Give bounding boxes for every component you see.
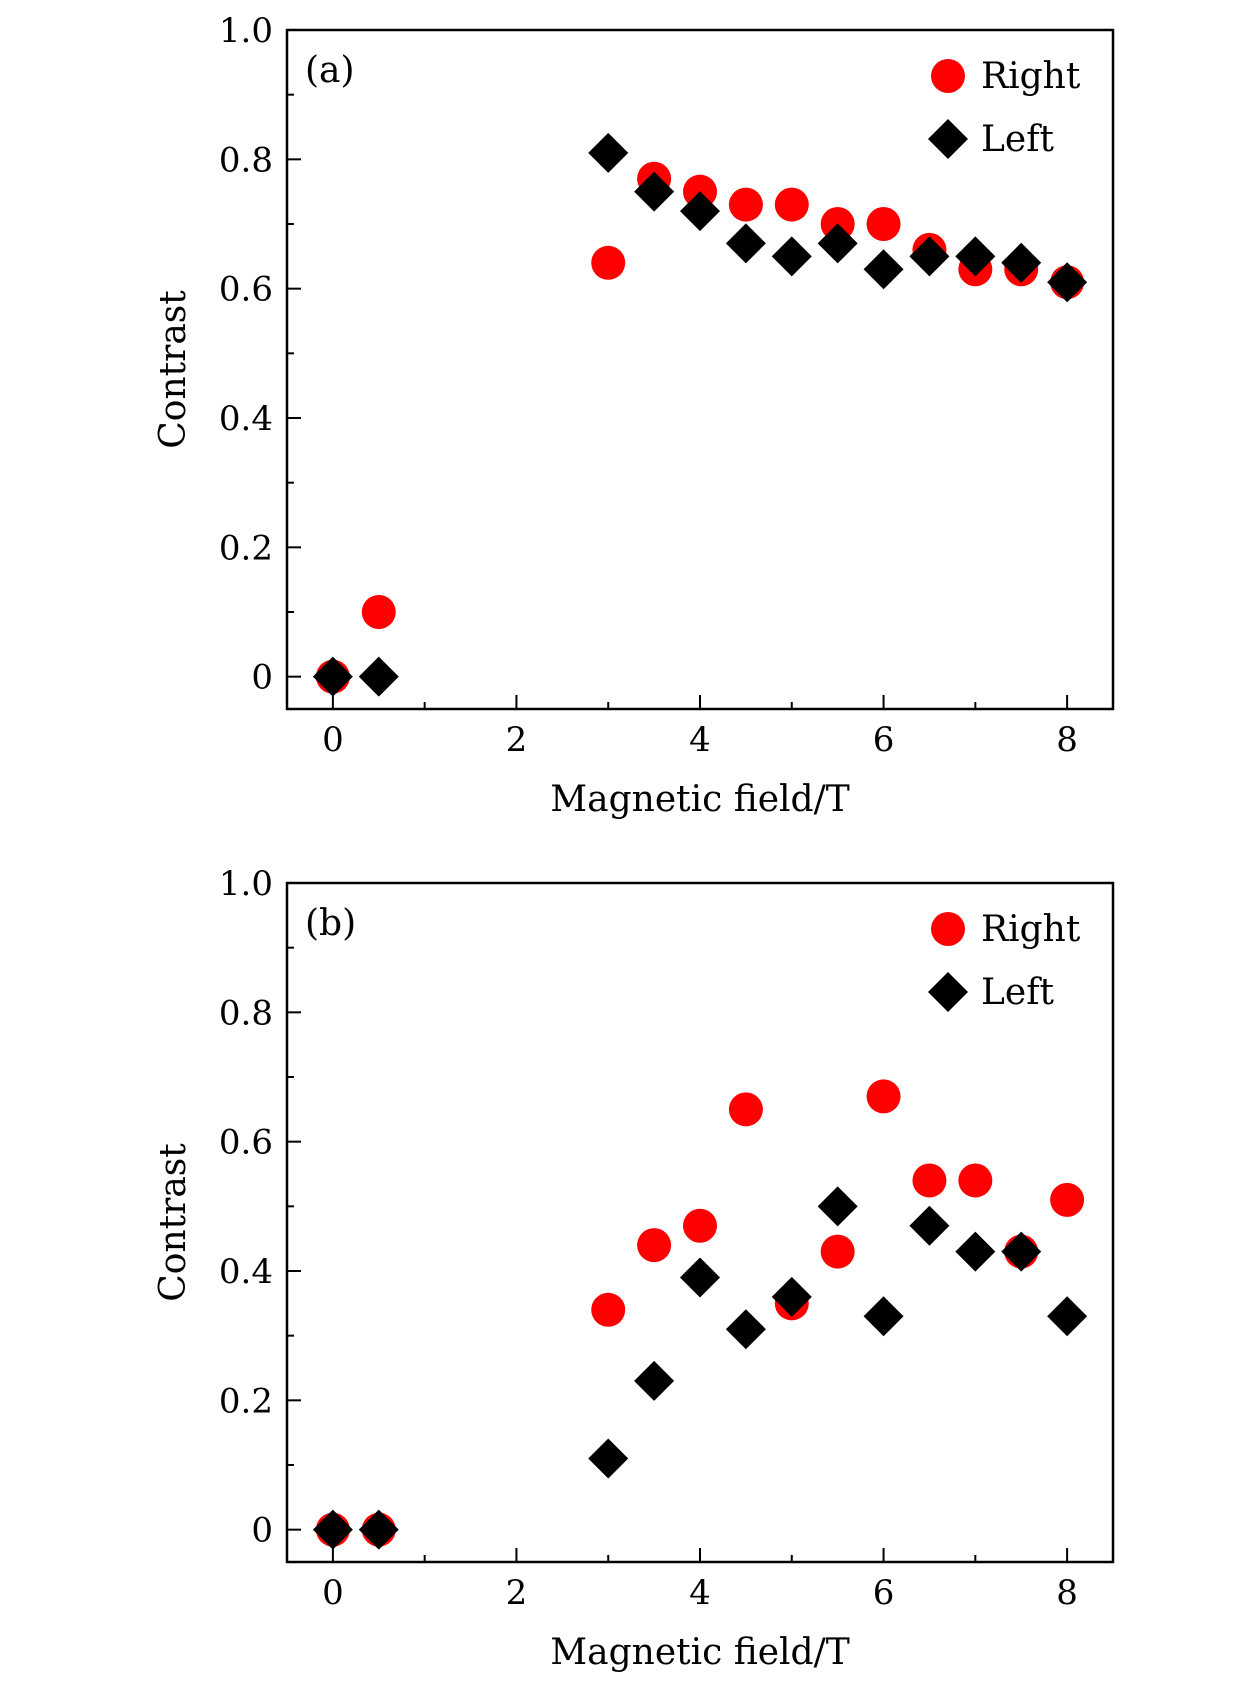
data-point-left bbox=[1001, 242, 1042, 283]
data-point-left bbox=[725, 1309, 766, 1350]
data-point-right bbox=[866, 207, 901, 241]
legend-marker-left bbox=[928, 972, 968, 1012]
data-point-left bbox=[312, 656, 353, 697]
data-point-left bbox=[955, 1231, 996, 1272]
data-point-left bbox=[955, 236, 996, 277]
y-tick-label: 0.8 bbox=[219, 993, 273, 1033]
data-point-left bbox=[1001, 1231, 1042, 1272]
x-tick-label: 2 bbox=[506, 1573, 528, 1613]
data-point-left bbox=[817, 223, 858, 264]
data-point-left bbox=[771, 236, 812, 277]
data-point-right bbox=[820, 1234, 855, 1269]
x-axis-label: Magnetic field/T bbox=[550, 779, 849, 820]
data-point-right bbox=[958, 1163, 993, 1198]
data-point-left bbox=[358, 1509, 399, 1550]
x-tick-label: 2 bbox=[506, 720, 528, 760]
y-tick-label: 0.8 bbox=[219, 140, 273, 180]
y-tick-label: 0 bbox=[251, 658, 273, 698]
legend-marker-right bbox=[931, 59, 965, 93]
panel-label: (a) bbox=[305, 50, 355, 91]
legend-marker-left bbox=[928, 119, 968, 159]
data-point-left bbox=[680, 1257, 720, 1298]
data-point-left bbox=[358, 656, 399, 697]
data-point-left bbox=[725, 223, 766, 264]
data-point-left bbox=[588, 1438, 629, 1479]
data-point-right bbox=[361, 595, 396, 629]
y-axis-label: Contrast bbox=[153, 1143, 194, 1302]
data-point-left bbox=[312, 1509, 353, 1550]
data-point-left bbox=[909, 236, 950, 277]
data-point-left bbox=[817, 1186, 858, 1227]
data-point-left bbox=[634, 1360, 675, 1401]
legend-label: Left bbox=[981, 972, 1055, 1013]
data-point-right bbox=[774, 187, 809, 222]
legend-label: Right bbox=[981, 909, 1081, 950]
data-point-right bbox=[912, 1163, 947, 1198]
data-point-right bbox=[591, 1292, 626, 1327]
panel-label: (b) bbox=[305, 903, 356, 944]
data-point-left bbox=[909, 1205, 950, 1246]
legend-marker-right bbox=[931, 912, 965, 946]
data-point-left bbox=[1047, 262, 1088, 303]
y-tick-label: 0.2 bbox=[219, 1381, 273, 1421]
legend-label: Left bbox=[981, 119, 1055, 160]
data-point-right bbox=[728, 187, 763, 222]
panel-b: 0 2 4 6 8 0 0.2 0.4 0.6 0.8 1.0 Magnetic field/T Con… bbox=[153, 864, 1115, 1673]
x-tick-label: 4 bbox=[689, 1573, 711, 1613]
y-axis-label: Contrast bbox=[153, 290, 194, 449]
data-point-left bbox=[863, 249, 904, 290]
x-tick-label: 6 bbox=[873, 720, 895, 760]
x-axis-label: Magnetic field/T bbox=[550, 1632, 849, 1673]
x-tick-label: 0 bbox=[322, 720, 344, 760]
data-point-right bbox=[591, 245, 626, 280]
y-tick-label: 1.0 bbox=[219, 864, 273, 904]
y-tick-label: 0.6 bbox=[219, 270, 273, 310]
data-point-right bbox=[866, 1079, 901, 1114]
y-tick-label: 0.4 bbox=[219, 1252, 273, 1292]
y-tick-label: 0.2 bbox=[219, 528, 273, 568]
x-tick-label: 8 bbox=[1056, 1573, 1078, 1613]
y-tick-label: 0 bbox=[251, 1511, 273, 1551]
panel-a: 0 2 4 6 8 0 0.2 0.4 0.6 0.8 1.0 Magnetic field/T Con… bbox=[153, 11, 1115, 820]
data-point-left bbox=[771, 1276, 812, 1317]
data-point-left bbox=[680, 191, 720, 232]
y-tick-label: 0.4 bbox=[219, 399, 273, 439]
x-tick-label: 6 bbox=[873, 1573, 895, 1613]
legend-label: Right bbox=[981, 56, 1081, 97]
x-tick-label: 0 bbox=[322, 1573, 344, 1613]
data-point-left bbox=[588, 132, 629, 173]
data-point-right bbox=[1050, 1182, 1085, 1217]
data-point-right bbox=[728, 1092, 763, 1127]
y-tick-label: 1.0 bbox=[219, 11, 273, 51]
x-tick-label: 4 bbox=[689, 720, 711, 760]
data-point-right bbox=[637, 1228, 672, 1263]
data-point-left bbox=[634, 171, 675, 212]
y-tick-label: 0.6 bbox=[219, 1123, 273, 1163]
data-point-right bbox=[683, 1208, 717, 1243]
data-point-left bbox=[1047, 1296, 1088, 1337]
x-tick-label: 8 bbox=[1056, 720, 1078, 760]
data-point-left bbox=[863, 1296, 904, 1337]
